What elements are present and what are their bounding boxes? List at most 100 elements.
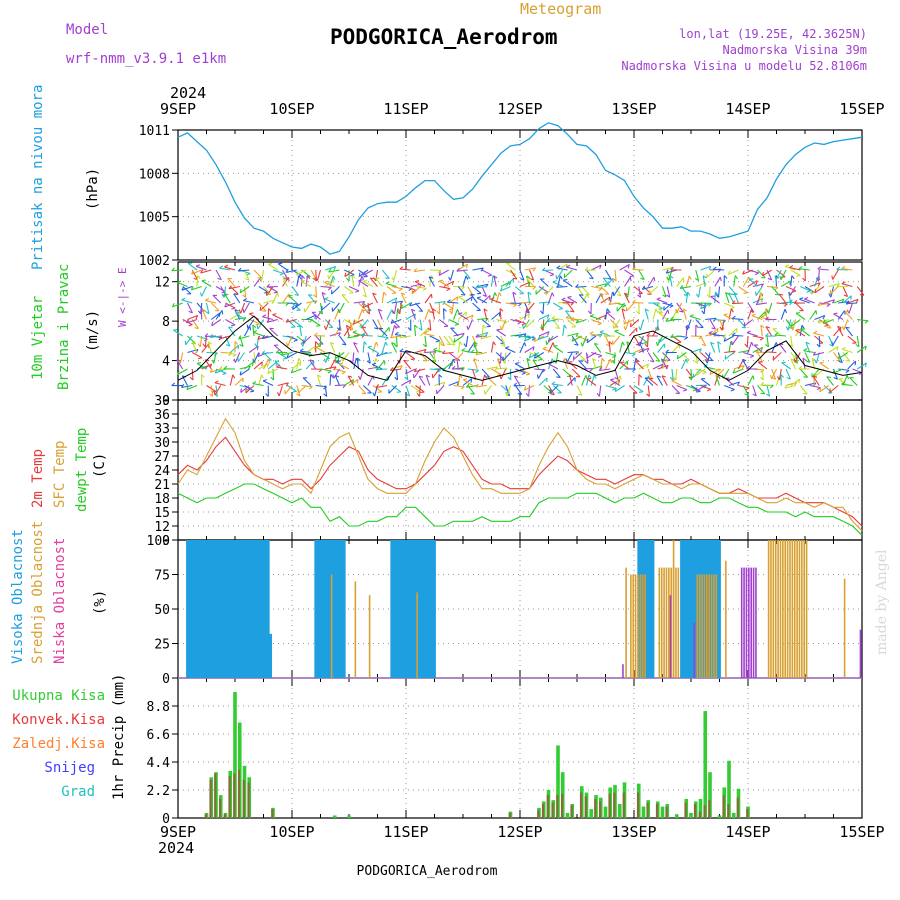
wind-barb-head: [252, 324, 257, 329]
wind-barb: [856, 335, 860, 347]
wind-barb: [315, 335, 324, 345]
wind-barb: [296, 269, 307, 276]
wind-barb: [367, 346, 378, 353]
wind-barb-head: [375, 366, 380, 371]
wind-barb-head: [603, 333, 608, 337]
wind-barb: [443, 335, 452, 346]
wind-barb: [233, 293, 241, 304]
wind-barb: [388, 385, 397, 394]
cloud-high-bar: [257, 540, 261, 678]
wind-barb-head: [463, 378, 468, 381]
wind-barb-head: [255, 323, 260, 326]
wind-barb: [590, 374, 595, 386]
wind-barb-head: [742, 270, 745, 275]
wind-barb: [781, 362, 792, 370]
wind-barb: [551, 383, 563, 387]
wind-barb-head: [614, 377, 619, 381]
wind-barb: [338, 319, 341, 331]
wind-barb-head: [439, 279, 444, 282]
wind-barb-head: [446, 343, 451, 346]
wind-barb: [591, 365, 603, 370]
wind-barb-head: [268, 308, 272, 312]
wind-barb: [491, 311, 501, 320]
wind-barb: [832, 368, 844, 374]
wind-barb-head: [423, 349, 427, 354]
wind-barb: [210, 368, 221, 373]
wind-barb: [812, 376, 820, 386]
wind-barb: [249, 318, 260, 325]
wind-barb-head: [623, 320, 627, 325]
precip-conv-bar: [636, 792, 640, 818]
wind-barb-head: [665, 358, 669, 363]
wind-barb: [418, 375, 426, 386]
x-tick-label-top: 10SEP: [269, 100, 314, 118]
wind-barb-head: [279, 272, 284, 276]
wind-barb: [425, 374, 431, 386]
cloud-high-bar: [216, 540, 220, 678]
wind-barb-head: [759, 291, 764, 296]
cloud-mid-bar: [708, 574, 711, 678]
wind-barb-head: [603, 277, 608, 280]
wind-barb: [215, 269, 222, 280]
wind-barb-head: [339, 326, 342, 331]
wind-barb-head: [451, 281, 455, 286]
wind-barb-head: [205, 310, 210, 315]
wind-barb-head: [774, 275, 777, 280]
wind-barb-head: [769, 384, 774, 389]
wind-barb-head: [598, 288, 603, 292]
wind-barb: [790, 335, 793, 347]
wind-barb-head: [599, 330, 604, 333]
wind-barb-head: [806, 290, 811, 293]
wind-barb-head: [629, 275, 634, 278]
wind-barb-head: [276, 392, 280, 397]
wind-barb: [695, 368, 706, 376]
wind-barb: [608, 302, 620, 305]
wind-barb-head: [286, 353, 289, 359]
cloud-high-bar: [326, 540, 330, 678]
wind-barb-head: [330, 374, 334, 378]
cloud-mid-bar: [772, 540, 775, 678]
wind-barb: [448, 358, 454, 370]
wind-barb: [791, 319, 801, 327]
x-tick-label-top: 15SEP: [839, 100, 884, 118]
wind-barb: [253, 269, 263, 279]
wind-barb-head: [841, 265, 846, 269]
wind-barb: [321, 292, 326, 304]
wind-barb: [780, 269, 787, 281]
wind-barb: [800, 328, 811, 337]
wind-barb-head: [376, 352, 379, 357]
x-tick-label-top: 14SEP: [725, 100, 770, 118]
wind-barb: [713, 334, 725, 337]
wind-barb: [191, 352, 203, 359]
precip-conv-bar: [233, 773, 236, 818]
precip-conv-bar: [570, 805, 573, 818]
cloud-mid-bar: [644, 574, 646, 678]
wind-barb-head: [537, 335, 541, 340]
wind-barb-head: [313, 277, 317, 282]
wind-barb-head: [805, 360, 810, 363]
wind-barb-head: [197, 310, 202, 315]
wind-barb-head: [796, 274, 801, 277]
wind-barb-head: [746, 365, 750, 370]
y-tick-label: 21: [154, 478, 170, 493]
wind-barb-head: [484, 374, 488, 379]
wind-barb: [448, 319, 459, 325]
wind-barb: [377, 309, 383, 320]
wind-barb: [722, 368, 730, 379]
wind-barb-head: [532, 346, 535, 351]
wind-barb-head: [470, 349, 475, 353]
wind-barb: [828, 283, 840, 288]
cloud-high-bar: [433, 540, 436, 678]
wind-barb-head: [328, 268, 332, 273]
wind-barb: [361, 334, 373, 337]
wind-barb: [347, 335, 359, 339]
wind-barb-head: [513, 304, 517, 308]
wind-barb: [790, 269, 801, 276]
wind-barb-head: [792, 290, 797, 293]
wind-barb-head: [332, 275, 336, 280]
wind-barb-head: [321, 306, 323, 311]
wind-barb: [575, 285, 587, 288]
x-tick-label-bottom: 11SEP: [383, 823, 428, 841]
wind-barb: [381, 292, 385, 304]
wind-barb-head: [309, 359, 314, 362]
